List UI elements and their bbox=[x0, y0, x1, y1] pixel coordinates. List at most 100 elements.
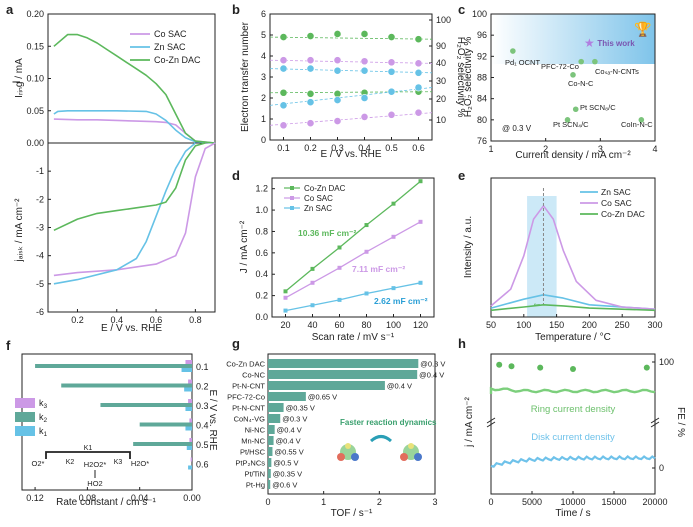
data-point bbox=[333, 96, 342, 104]
y-tick-label: 92 bbox=[477, 51, 487, 61]
ring-current-line bbox=[53, 110, 216, 144]
y-axis-title: J / mA cm⁻² bbox=[239, 220, 250, 273]
potential-label: 0.2 bbox=[196, 382, 209, 392]
x-axis-title: Rate constant / cm s⁻¹ bbox=[56, 497, 156, 508]
panel-b-frame bbox=[269, 13, 433, 141]
data-point bbox=[360, 66, 369, 75]
y-tick-label: 88 bbox=[477, 73, 487, 83]
rate-bar bbox=[100, 403, 192, 407]
y-tick-label: 0.05 bbox=[26, 106, 44, 116]
scheme-bracket bbox=[45, 451, 131, 459]
y-axis-title-left: j / mA cm⁻² bbox=[464, 396, 475, 447]
rate-bar bbox=[184, 387, 192, 392]
legend-swatch bbox=[15, 398, 35, 408]
y-axis-title: Intensity / a.u. bbox=[463, 216, 474, 278]
y-tick-label: 80 bbox=[477, 115, 487, 125]
data-point bbox=[333, 117, 342, 125]
data-point bbox=[391, 234, 396, 239]
x-tick-label: 0.04 bbox=[131, 493, 149, 503]
x-tick-label: 40 bbox=[307, 320, 317, 330]
x-tick-label: 0.6 bbox=[150, 315, 163, 325]
comparison-label: Pt SCN₄/C bbox=[553, 120, 589, 129]
y-tick-label-right: 30 bbox=[436, 76, 446, 86]
y-tick-label: 0.4 bbox=[255, 269, 268, 279]
data-point bbox=[306, 98, 315, 107]
x-tick-label: 100 bbox=[386, 320, 401, 330]
data-point bbox=[387, 33, 396, 41]
inset-caption: Faster reaction dynamics bbox=[340, 418, 437, 427]
x-tick-label: 0.8 bbox=[189, 315, 202, 325]
data-point bbox=[306, 119, 315, 128]
y-tick-label: 0.10 bbox=[26, 74, 44, 84]
condition-label: @0.3 V bbox=[420, 360, 445, 369]
category-label: Co-Zn DAC bbox=[226, 360, 265, 369]
y-tick-label: -4 bbox=[36, 251, 44, 261]
y-tick-label-right: 20 bbox=[436, 94, 446, 104]
data-point bbox=[360, 30, 369, 38]
panel-d-frame bbox=[271, 177, 435, 318]
x-tick-label: 5000 bbox=[522, 497, 542, 507]
data-point bbox=[387, 87, 396, 96]
tof-bar bbox=[268, 447, 273, 456]
condition-label: @0.4 V bbox=[276, 437, 301, 446]
condition-label: @0.6 V bbox=[272, 481, 297, 490]
data-point bbox=[337, 297, 342, 302]
y-tick-label: 6 bbox=[261, 9, 266, 19]
legend-label: Co-Zn DAC bbox=[601, 209, 645, 219]
ring-current-line bbox=[53, 33, 216, 144]
data-point bbox=[418, 280, 423, 285]
legend-label: k2 bbox=[39, 412, 48, 424]
panel-e-frame bbox=[490, 177, 656, 318]
condition-label: @0.35 V bbox=[286, 404, 315, 413]
x-tick-label: 0.08 bbox=[79, 493, 97, 503]
x-tick-label: 0.6 bbox=[412, 143, 425, 153]
data-point bbox=[364, 249, 369, 254]
condition-label: @0.5 V bbox=[273, 459, 298, 468]
y-tick-label-right: 40 bbox=[436, 58, 446, 68]
data-point bbox=[279, 121, 288, 130]
ring-label: Ring current density bbox=[531, 404, 616, 415]
condition-label: @0.35 V bbox=[273, 470, 302, 479]
y-tick-label: 0.2 bbox=[255, 291, 268, 301]
category-label: Co-NC bbox=[242, 371, 266, 380]
molecule-atom bbox=[337, 453, 345, 461]
legend-swatch bbox=[15, 412, 35, 422]
y-tick-label: 0.00 bbox=[26, 138, 44, 148]
comparison-point bbox=[578, 58, 584, 65]
y-tick-label: 96 bbox=[477, 30, 487, 40]
category-label: Pt/TiN bbox=[244, 470, 265, 479]
x-tick-label: 20000 bbox=[642, 497, 667, 507]
x-tick-label: 1 bbox=[488, 144, 493, 154]
x-tick-label: 300 bbox=[647, 320, 662, 330]
molecule-atom bbox=[408, 443, 414, 449]
x-tick-label: 0.5 bbox=[385, 143, 398, 153]
tof-bar bbox=[268, 392, 306, 401]
data-point bbox=[387, 58, 396, 67]
rate-bar bbox=[186, 446, 192, 450]
comparison-point bbox=[570, 72, 576, 78]
potential-label: 0.4 bbox=[196, 421, 209, 431]
potential-label: 0.3 bbox=[196, 401, 209, 411]
y-tick-label-right: 100 bbox=[659, 357, 674, 367]
y-axis-title-top: Iᵣᵢₙg / mA bbox=[14, 58, 25, 98]
y-tick-label: 3 bbox=[261, 72, 266, 82]
molecule-atom bbox=[400, 453, 408, 461]
this-work-star: ★ bbox=[584, 36, 595, 50]
guide-line bbox=[269, 68, 433, 74]
legend-label: Co-Zn DAC bbox=[154, 55, 201, 65]
y-tick-label-right: 100 bbox=[436, 15, 451, 25]
data-point bbox=[364, 291, 369, 296]
category-label: Pt/HSC bbox=[240, 448, 266, 457]
molecule-atom bbox=[351, 453, 359, 461]
guide-line bbox=[269, 91, 433, 94]
legend-subscript: 1 bbox=[44, 431, 48, 438]
y-tick-label: -6 bbox=[36, 307, 44, 317]
legend-label: k1 bbox=[39, 426, 48, 438]
y-axis-title-right: H₂O₂ selectivity % bbox=[455, 37, 466, 118]
data-point bbox=[333, 66, 342, 75]
x-tick-label: 2 bbox=[543, 144, 548, 154]
ring-current-trace bbox=[489, 386, 656, 394]
x-tick-label: 250 bbox=[615, 320, 630, 330]
x-tick-label: 4 bbox=[652, 144, 657, 154]
condition-label: @0.4 V bbox=[419, 371, 444, 380]
